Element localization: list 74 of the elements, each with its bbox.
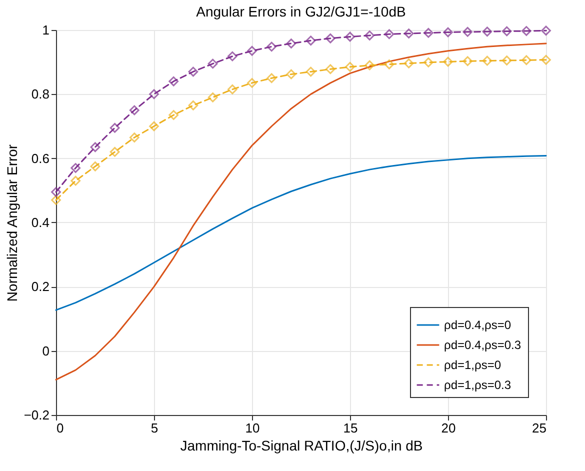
point	[404, 28, 414, 38]
point	[482, 56, 492, 66]
point	[286, 38, 296, 48]
legend-label: ρd=0.4,ρs=0	[444, 318, 512, 332]
point	[364, 60, 375, 70]
x-tick-label: 10	[245, 420, 260, 436]
point	[110, 122, 120, 133]
y-tick-label: 0.4	[31, 215, 50, 230]
point	[423, 28, 434, 38]
point	[384, 59, 394, 70]
legend-label: ρd=1,ρs=0	[444, 358, 502, 372]
point	[462, 26, 473, 37]
point	[541, 54, 551, 65]
x-tick-label: 0	[56, 420, 64, 436]
point	[90, 142, 100, 152]
point	[70, 176, 81, 186]
point	[70, 163, 81, 173]
point	[208, 92, 218, 102]
point	[521, 26, 532, 36]
point	[247, 46, 257, 56]
x-tick-label: 5	[150, 420, 158, 436]
point	[227, 51, 238, 62]
point	[208, 58, 218, 69]
point	[51, 187, 61, 197]
legend-label: ρd=0.4,ρs=0.3	[444, 338, 522, 352]
line-series	[55, 42, 547, 380]
point	[286, 69, 296, 80]
point	[384, 29, 394, 40]
point	[443, 27, 453, 38]
chart-title: Angular Errors in GJ2/GJ1=-10dB	[196, 3, 406, 20]
point	[325, 64, 336, 74]
point	[364, 30, 375, 40]
point	[325, 33, 336, 44]
point	[188, 66, 198, 77]
point	[51, 195, 61, 205]
point	[129, 105, 140, 116]
point	[266, 42, 277, 52]
legend-label: ρd=1,ρs=0.3	[444, 378, 512, 392]
point	[247, 78, 257, 88]
point	[443, 56, 453, 67]
point	[482, 26, 492, 37]
point	[423, 57, 434, 68]
y-tick-label: 0.8	[31, 86, 50, 102]
point	[110, 146, 120, 157]
point	[345, 32, 355, 42]
y-tick-label: 0.2	[31, 279, 50, 294]
x-tick-label: 25	[532, 420, 546, 436]
y-axis-title: Normalized Angular Error	[4, 144, 20, 302]
point	[404, 58, 414, 68]
point	[306, 66, 316, 77]
point	[188, 100, 198, 110]
point	[541, 26, 551, 36]
point	[90, 161, 100, 172]
y-tick-label: 0	[42, 343, 50, 358]
point	[306, 36, 316, 46]
y-tick-label: 1	[42, 22, 50, 38]
point	[149, 89, 159, 100]
point	[129, 132, 140, 142]
x-tick-label: 15	[343, 420, 358, 436]
point	[462, 56, 473, 66]
line-series	[55, 155, 547, 311]
point	[168, 110, 179, 120]
point	[168, 76, 179, 86]
point	[149, 121, 159, 132]
y-tick-label: 0.6	[31, 150, 50, 166]
point	[502, 26, 512, 36]
x-axis-title: Jamming-To-Signal RATIO,(J/S)o,in dB	[180, 438, 423, 454]
point	[521, 55, 532, 66]
point	[345, 62, 355, 72]
point	[227, 84, 238, 94]
point	[266, 73, 277, 84]
x-tick-label: 20	[441, 420, 456, 436]
point	[502, 56, 512, 66]
y-tick-label: −0.2	[24, 408, 50, 422]
